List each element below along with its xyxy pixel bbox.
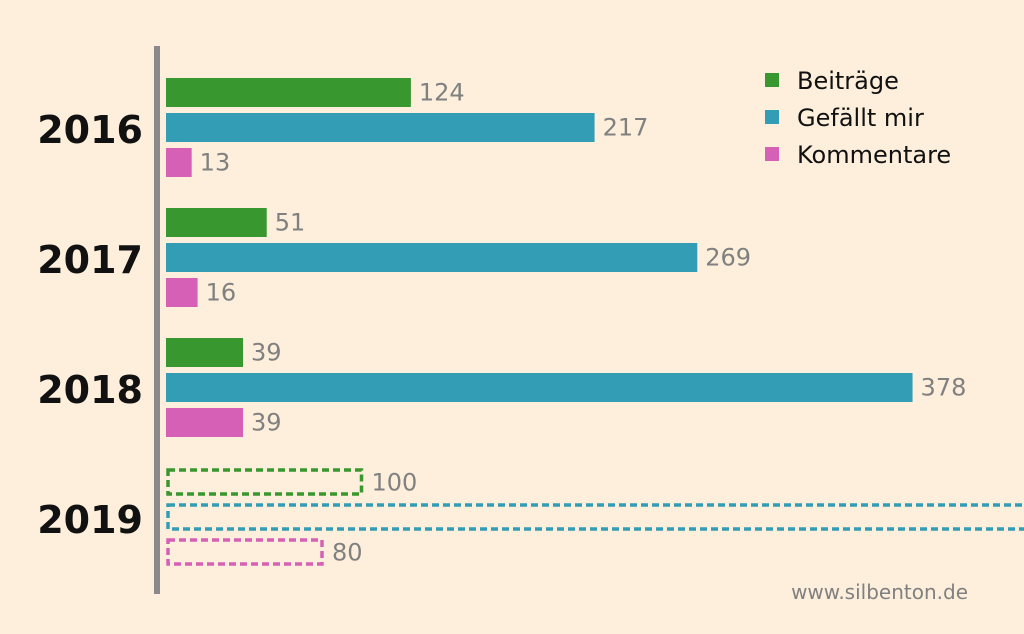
year-label: 2019 xyxy=(37,498,143,542)
bar-beitr-ge xyxy=(166,208,267,237)
value-label: 269 xyxy=(705,244,751,272)
value-label: 80 xyxy=(332,539,363,567)
value-label: 39 xyxy=(251,339,282,367)
bar-kommentare-target xyxy=(166,538,324,566)
legend-swatch-beitr-ge xyxy=(765,73,779,87)
bar-gef-llt-mir xyxy=(166,243,698,272)
year-label: 2016 xyxy=(37,108,143,152)
value-label: 39 xyxy=(251,409,282,437)
bar-kommentare xyxy=(166,278,198,307)
bar-kommentare xyxy=(166,408,244,437)
value-label: 16 xyxy=(206,279,237,307)
value-label: 100 xyxy=(372,469,418,497)
value-label: 378 xyxy=(921,374,967,402)
value-label: 217 xyxy=(603,114,649,142)
legend-label: Beiträge xyxy=(797,67,899,95)
bar-kommentare xyxy=(166,148,192,177)
bar-beitr-ge xyxy=(166,78,411,107)
credit-text: www.silbenton.de xyxy=(791,580,968,604)
year-label: 2017 xyxy=(37,238,143,282)
legend-label: Kommentare xyxy=(797,141,951,169)
value-label: 13 xyxy=(200,149,231,177)
bar-gef-llt-mir xyxy=(166,113,595,142)
bar-gef-llt-mir-target xyxy=(166,503,1024,531)
bar-gef-llt-mir xyxy=(166,373,913,402)
bar-beitr-ge xyxy=(166,338,244,367)
legend-swatch-kommentare xyxy=(765,147,779,161)
bar-beitr-ge-target xyxy=(166,468,364,496)
legend: Beiträge Gefällt mir Kommentare xyxy=(765,67,951,169)
value-label: 51 xyxy=(275,209,306,237)
legend-swatch-gef-llt-mir xyxy=(765,110,779,124)
year-label: 2018 xyxy=(37,368,143,412)
value-label: 124 xyxy=(419,79,465,107)
legend-label: Gefällt mir xyxy=(797,104,924,132)
